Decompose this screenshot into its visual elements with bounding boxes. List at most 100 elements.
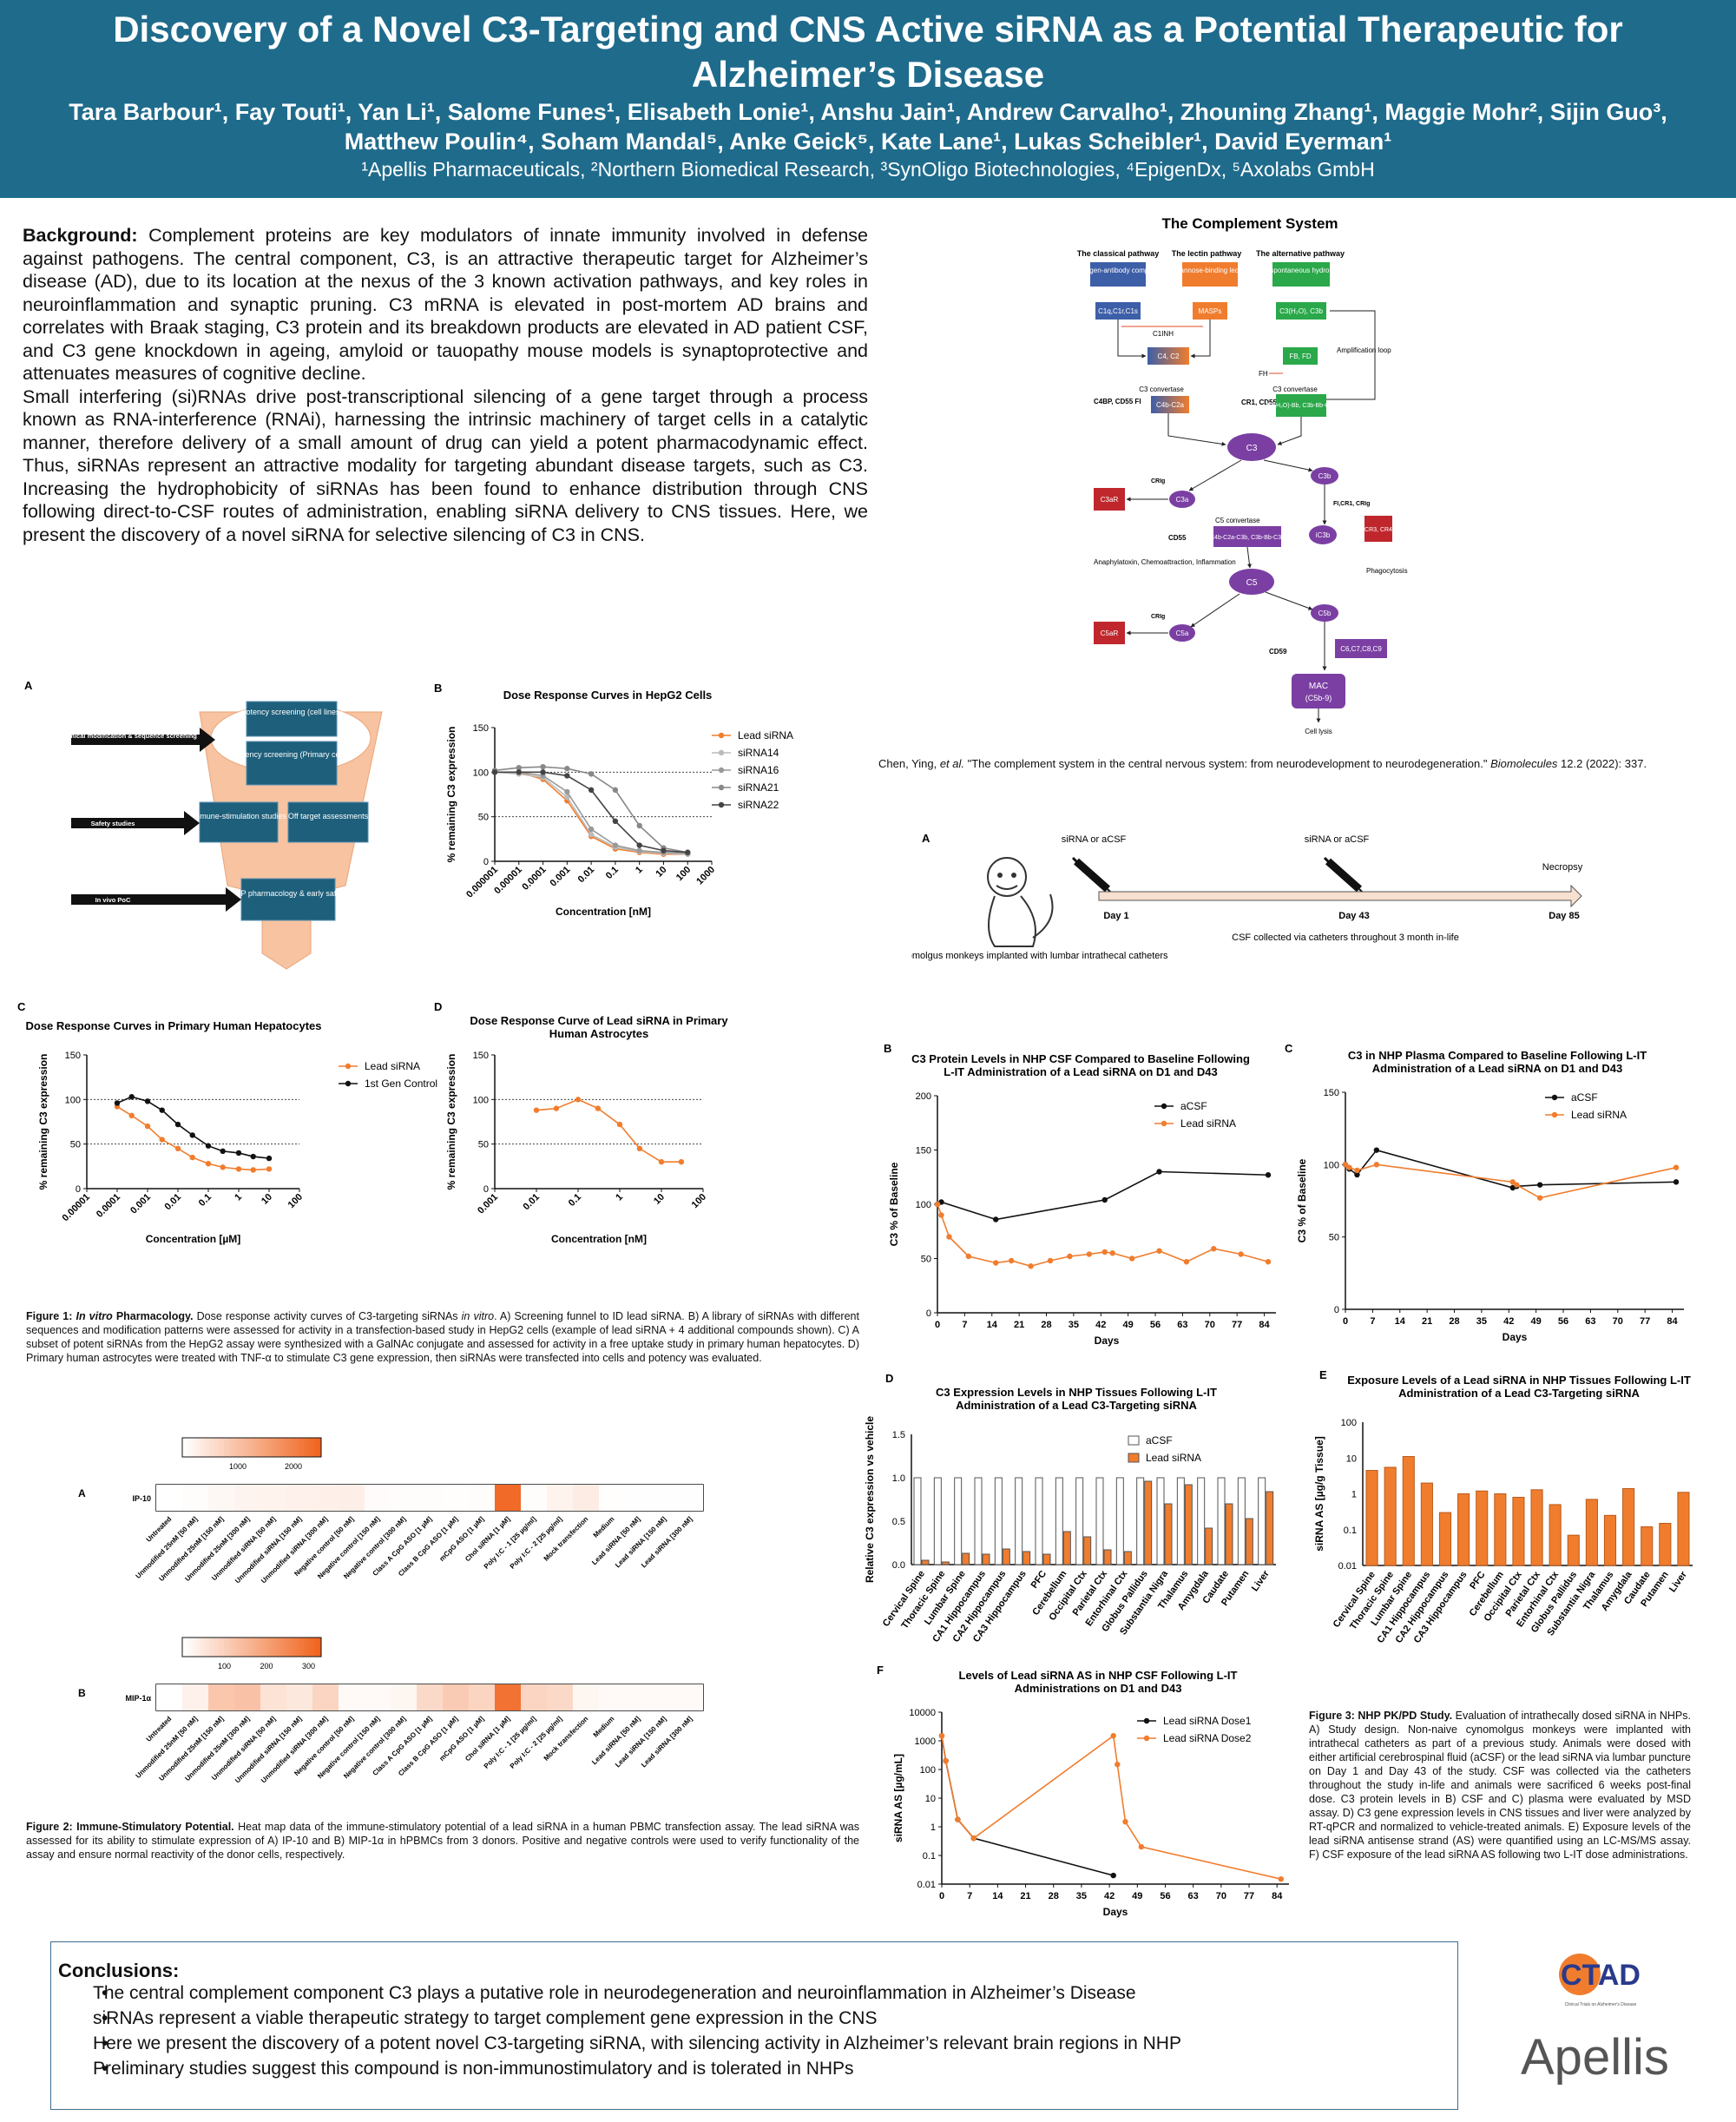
heatmap-cell	[365, 1684, 391, 1710]
scale-cell	[300, 1438, 304, 1457]
day85-label: Day 85	[1549, 911, 1579, 921]
heatmap-cell	[625, 1485, 651, 1511]
data-point	[1110, 1872, 1116, 1879]
x-tick-label: 0.00001	[61, 1192, 93, 1224]
legend-marker	[1551, 1111, 1558, 1118]
y-tick-label: 0	[483, 857, 489, 867]
chart-3e: E Exposure Levels of a Lead siRNA in NHP …	[1313, 1368, 1693, 1645]
y-tick-label: 0.01	[917, 1880, 936, 1890]
bar	[1245, 1518, 1253, 1565]
y-tick-label: 100	[1341, 1418, 1357, 1428]
data-point	[1673, 1164, 1680, 1170]
data-point	[1028, 1263, 1034, 1269]
bar	[1402, 1456, 1415, 1566]
scale-cell	[314, 1438, 318, 1457]
series-line	[937, 1203, 1269, 1268]
legend-marker	[718, 749, 725, 756]
conclusions-box: Conclusions: The central complement comp…	[50, 1941, 1458, 2110]
data-point	[1373, 1162, 1380, 1168]
background-section: Background: Complement proteins are key …	[23, 224, 868, 546]
scale-cell	[266, 1638, 269, 1657]
scale-cell	[189, 1638, 193, 1657]
data-point	[250, 1153, 256, 1160]
heatmap-cell	[182, 1684, 208, 1710]
bar	[1585, 1499, 1598, 1566]
data-point	[250, 1167, 256, 1173]
heatmap-cell	[339, 1485, 365, 1511]
data-point	[661, 847, 667, 853]
scale-cell	[290, 1438, 293, 1457]
scale-cell	[210, 1438, 214, 1457]
ctad-text: CTAD	[1561, 1959, 1641, 1992]
data-point	[588, 832, 595, 838]
scale-cell	[238, 1638, 241, 1657]
bar	[933, 1477, 942, 1565]
cd55-label: CD55	[1168, 534, 1187, 542]
scale-cell	[255, 1438, 259, 1457]
data-point	[1673, 1179, 1680, 1185]
series-line	[941, 1734, 1281, 1880]
x-tick-label: 35	[1076, 1891, 1087, 1901]
data-point	[205, 1161, 212, 1167]
y-tick-label: 1000	[915, 1736, 936, 1747]
bar	[1677, 1492, 1690, 1566]
scale-cell	[224, 1438, 227, 1457]
heatmap-cell	[443, 1485, 469, 1511]
scale-border	[181, 1437, 322, 1458]
bar	[1042, 1553, 1051, 1565]
data-point	[1536, 1195, 1543, 1201]
x-tick-label: 1	[614, 1192, 625, 1203]
c3bbb-box	[1276, 394, 1326, 417]
fh-label: FH	[1259, 370, 1268, 378]
x-tick-label: 77	[1244, 1891, 1254, 1901]
scale-cell	[245, 1638, 248, 1657]
chart-title: Dose Response Curves in Primary Human He…	[25, 1019, 321, 1032]
y-tick-label: 100	[916, 1200, 931, 1210]
panel-letter: C	[1285, 1042, 1293, 1055]
scale-cell	[220, 1638, 224, 1657]
fig3-caption-label: Figure 3: NHP PK/PD Study.	[1309, 1710, 1453, 1722]
scale-cell	[231, 1638, 234, 1657]
panel-letter: B	[78, 1687, 86, 1699]
bar	[1015, 1477, 1023, 1565]
data-point	[636, 1145, 643, 1151]
ag-ab-box	[1090, 262, 1146, 287]
scale-cell	[290, 1638, 293, 1657]
chart-title: Human Astrocytes	[549, 1027, 648, 1040]
x-tick-label: 21	[1020, 1891, 1030, 1901]
data-point	[1536, 1182, 1543, 1188]
monkey-label: Non-naive cynomolgus monkeys implanted w…	[911, 951, 1168, 961]
chart-1b: B Dose Response Curves in HepG2 Cells 0 50 1…	[434, 682, 793, 918]
heatmap-cell	[208, 1684, 234, 1710]
timeline-arrow	[1098, 884, 1582, 908]
data-point	[540, 769, 546, 775]
data-point	[159, 1107, 165, 1113]
data-point	[235, 1150, 242, 1157]
scale-cell	[304, 1438, 307, 1457]
heatmap-cell	[599, 1485, 625, 1511]
legend-label: Lead siRNA Dose1	[1163, 1715, 1252, 1727]
data-point	[636, 822, 642, 829]
bar	[974, 1477, 983, 1565]
scale-cell	[189, 1438, 193, 1457]
series-line	[494, 771, 688, 855]
c3b-text: C3b	[1318, 472, 1332, 480]
heatmap-cell	[234, 1485, 260, 1511]
panel-letter: D	[434, 1000, 442, 1013]
heatmap-column-label: Mock transfection	[542, 1515, 590, 1563]
y-tick-label: 100	[920, 1765, 936, 1776]
c5ar-text: C5aR	[1101, 629, 1119, 637]
mbl-box	[1182, 262, 1238, 287]
c4bp-label: C4BP, CD55 FI	[1094, 398, 1141, 405]
crig-label-2: CRIg	[1151, 614, 1165, 620]
scale-cell	[210, 1638, 214, 1657]
panel-letter: F	[877, 1664, 884, 1677]
y-tick-label: 0	[483, 1184, 489, 1195]
classical-label: The classical pathway	[1077, 249, 1160, 258]
legend-marker	[1161, 1120, 1167, 1127]
panel-letter: A	[78, 1487, 86, 1499]
scale-cell	[279, 1438, 283, 1457]
panel-letter: E	[1319, 1368, 1327, 1381]
bar	[1035, 1477, 1043, 1565]
heatmap-column-label: Lead siRNA [50 nM]	[590, 1515, 642, 1567]
